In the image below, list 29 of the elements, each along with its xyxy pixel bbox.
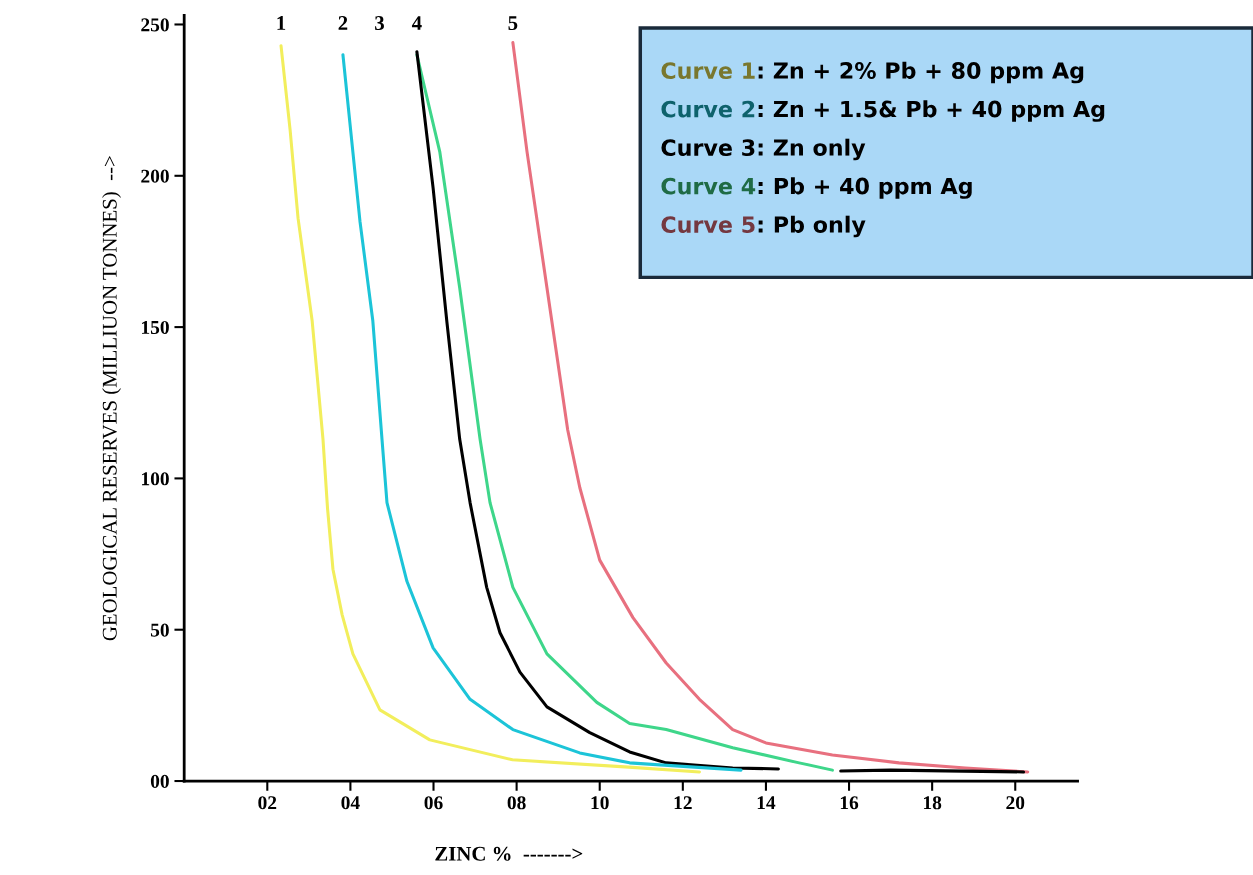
x-tick-label: 02 (258, 796, 277, 810)
annotation: 1 (277, 16, 286, 30)
y-tick-label: 50 (150, 623, 169, 637)
y-axis-title: GEOLOGICAL RESERVES (MILLIUON TONNES) --> (102, 156, 121, 641)
text: Curve 5: Pb only (661, 215, 866, 238)
y-tick-label: 100 (142, 472, 169, 486)
x-tick-label: 08 (507, 796, 526, 810)
annotation: 3 (375, 16, 384, 31)
y-tick-label: 00 (150, 774, 169, 788)
text: Curve 3: Zn only (661, 138, 866, 161)
y-tick-label: 200 (141, 169, 169, 183)
x-tick-label: 18 (923, 796, 942, 810)
x-tick-label: 10 (591, 796, 609, 810)
y-tick-label: 150 (142, 320, 169, 335)
annotation: 4 (411, 16, 422, 30)
x-tick-label: 16 (840, 796, 859, 810)
text: Curve 1: Zn + 2% Pb + 80 ppm Ag (661, 61, 1084, 84)
x-tick-label: 06 (424, 796, 443, 810)
x-axis-title: ZINC % -------> (435, 846, 583, 861)
annotation: 5 (508, 16, 518, 31)
line-series (341, 53, 743, 772)
x-tick-label: 04 (341, 796, 360, 810)
x-tick-label: 12 (674, 796, 692, 810)
text: Curve 2: Zn + 1.5& Pb + 40 ppm Ag (661, 100, 1105, 122)
text: Curve 4: Pb + 40 ppm Ag (661, 177, 972, 199)
annotation: 2 (338, 16, 348, 30)
x-tick-label: 14 (757, 796, 776, 810)
y-tick-label: 250 (141, 18, 169, 32)
x-tick-label: 20 (1006, 796, 1025, 810)
